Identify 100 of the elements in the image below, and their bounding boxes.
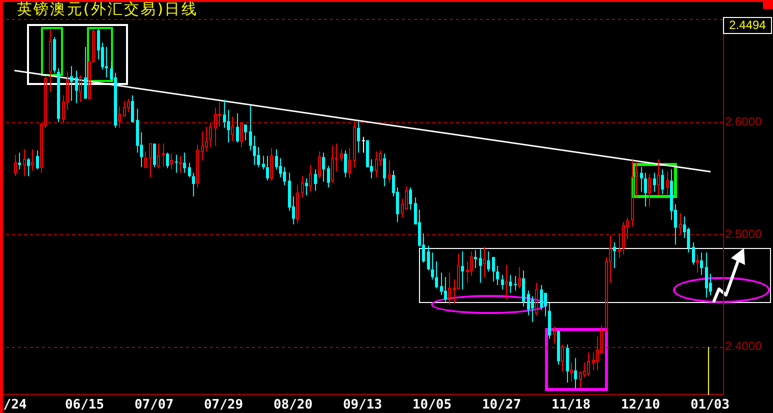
candlestick bbox=[53, 36, 56, 74]
candlestick bbox=[405, 186, 408, 210]
candlestick bbox=[466, 260, 469, 284]
candlestick bbox=[170, 153, 173, 170]
candlestick bbox=[136, 108, 139, 154]
candlestick bbox=[687, 227, 690, 253]
y-tick-label: 2.5000 bbox=[725, 226, 762, 241]
candlestick bbox=[283, 166, 286, 186]
candlestick bbox=[131, 94, 134, 122]
candlestick bbox=[457, 253, 460, 290]
candlestick bbox=[149, 143, 152, 178]
candlestick bbox=[631, 160, 634, 228]
candlestick bbox=[461, 250, 464, 290]
candlestick bbox=[644, 172, 647, 207]
x-tick-label: 01/03 bbox=[690, 397, 730, 412]
candlestick bbox=[23, 148, 26, 177]
candlestick bbox=[375, 150, 378, 178]
candlestick bbox=[640, 166, 643, 192]
candlestick bbox=[305, 178, 308, 196]
x-tick-label: /24 bbox=[3, 397, 27, 412]
chart-title: 英镑澳元(外汇交易)日线 bbox=[17, 0, 198, 18]
x-tick-label: 11/18 bbox=[551, 397, 591, 412]
y-tick-label: 2.4000 bbox=[725, 339, 762, 354]
candlestick bbox=[574, 357, 577, 389]
candlestick bbox=[522, 270, 525, 307]
candlestick bbox=[570, 362, 573, 382]
candlestick bbox=[183, 152, 186, 174]
candlestick bbox=[548, 302, 551, 340]
candlestick bbox=[661, 168, 664, 195]
candlestick bbox=[218, 102, 221, 128]
candlestick bbox=[587, 352, 590, 376]
candlestick bbox=[162, 143, 165, 168]
candlestick bbox=[227, 109, 230, 143]
candlestick bbox=[496, 265, 499, 286]
candlestick bbox=[440, 272, 443, 296]
candlestick bbox=[353, 120, 356, 168]
candlestick bbox=[618, 232, 621, 259]
candlestick bbox=[249, 104, 252, 151]
candlestick bbox=[31, 148, 34, 172]
candlestick bbox=[653, 172, 656, 192]
candlestick bbox=[531, 296, 534, 323]
candlestick bbox=[279, 158, 282, 178]
candlestick bbox=[679, 212, 682, 235]
candlestick bbox=[157, 143, 160, 169]
candlestick bbox=[592, 352, 595, 371]
candlestick bbox=[666, 171, 669, 196]
candlestick bbox=[344, 150, 347, 178]
candlestick bbox=[583, 362, 586, 378]
candlestick bbox=[622, 222, 625, 256]
y-tick-label: 2.6000 bbox=[725, 114, 762, 129]
candlestick bbox=[84, 46, 87, 99]
candlestick bbox=[192, 172, 195, 197]
candlestick bbox=[105, 46, 108, 78]
candlestick bbox=[209, 122, 212, 148]
candlestick bbox=[657, 158, 660, 196]
candlestick bbox=[479, 248, 482, 284]
candlestick bbox=[557, 331, 560, 366]
candlestick bbox=[253, 135, 256, 166]
candlestick bbox=[144, 150, 147, 169]
candlestick bbox=[14, 154, 17, 177]
x-tick-label: 07/07 bbox=[134, 397, 174, 412]
candlestick bbox=[566, 344, 569, 384]
x-tick-label: 10/05 bbox=[412, 397, 452, 412]
candlestick bbox=[409, 186, 412, 210]
candlestick bbox=[540, 284, 543, 310]
candlestick bbox=[114, 72, 117, 128]
candlestick bbox=[505, 264, 508, 300]
x-tick-label: 12/10 bbox=[620, 397, 660, 412]
x-tick-label: 09/13 bbox=[342, 397, 382, 412]
text: 2.4494 bbox=[723, 17, 772, 34]
candlestick bbox=[388, 160, 391, 184]
candlestick bbox=[57, 68, 60, 123]
candlestick bbox=[696, 254, 699, 274]
candlestick bbox=[201, 130, 204, 161]
candlestick bbox=[331, 145, 334, 184]
candlestick bbox=[705, 252, 708, 298]
candlestick bbox=[236, 112, 239, 143]
candlestick bbox=[613, 242, 616, 269]
candlestick bbox=[318, 150, 321, 179]
candlestick bbox=[166, 152, 169, 169]
candlestick bbox=[296, 184, 299, 224]
candlestick bbox=[427, 245, 430, 271]
candlestick bbox=[75, 70, 78, 104]
candlestick bbox=[362, 136, 365, 154]
candlestick bbox=[692, 242, 695, 266]
candlestick bbox=[444, 276, 447, 302]
x-tick-label: 08/20 bbox=[273, 397, 313, 412]
candlestick bbox=[509, 274, 512, 294]
candlestick bbox=[309, 164, 312, 192]
candlestick bbox=[205, 126, 208, 152]
candlestick bbox=[561, 344, 564, 372]
candlestick bbox=[553, 326, 556, 344]
candlestick bbox=[527, 290, 530, 316]
candlestick bbox=[470, 250, 473, 277]
candlestick bbox=[214, 107, 217, 146]
candlestick bbox=[175, 154, 178, 174]
candlestick bbox=[322, 152, 325, 182]
candlestick bbox=[314, 168, 317, 192]
candlestick bbox=[179, 155, 182, 174]
candlestick bbox=[327, 166, 330, 188]
